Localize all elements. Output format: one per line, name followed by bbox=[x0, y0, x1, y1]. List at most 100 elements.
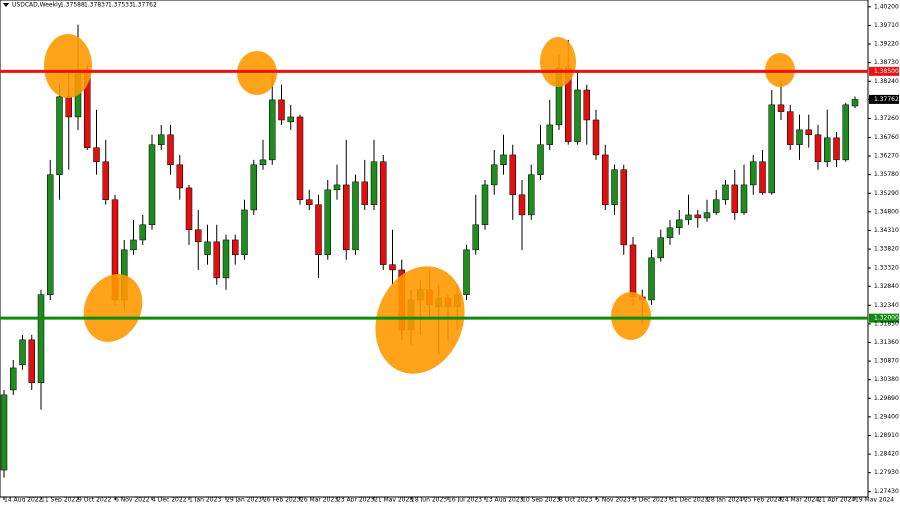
candle-body bbox=[324, 189, 331, 256]
y-tick-label: 1.29890 bbox=[874, 395, 899, 402]
y-tick-label: 1.35290 bbox=[874, 190, 899, 197]
y-tick-label: 1.27430 bbox=[874, 488, 899, 495]
candle-body bbox=[296, 116, 304, 200]
candle-body bbox=[250, 164, 257, 211]
candle-body bbox=[259, 159, 267, 166]
candle-body bbox=[814, 134, 822, 162]
header-value: 1.37837 bbox=[84, 2, 109, 9]
candle-body bbox=[195, 229, 202, 243]
header-value: 1.37533 bbox=[108, 2, 133, 9]
candle-body bbox=[740, 184, 748, 213]
x-tick-label: 31 Dec 2023 bbox=[670, 497, 709, 503]
candle-body bbox=[269, 99, 276, 161]
candle-body bbox=[768, 104, 775, 194]
x-tick-label: 18 Jun 2023 bbox=[411, 497, 447, 503]
y-tick-label: 1.31850 bbox=[874, 320, 899, 327]
highlight bbox=[611, 292, 651, 340]
y-tick-label: 1.29400 bbox=[874, 413, 899, 420]
x-tick-label: 4 Dec 2022 bbox=[152, 497, 187, 503]
x-tick-label: 11 Sep 2022 bbox=[41, 497, 79, 503]
candle-body bbox=[352, 181, 359, 251]
y-tick-label: 1.37260 bbox=[874, 115, 899, 122]
candle-body bbox=[750, 161, 757, 186]
candle-body bbox=[463, 249, 470, 295]
candle-body bbox=[361, 181, 368, 205]
highlight bbox=[375, 266, 465, 374]
candle-body bbox=[380, 161, 387, 265]
candle-body bbox=[148, 144, 156, 226]
candle-body bbox=[56, 96, 63, 175]
y-tick-label: 1.35780 bbox=[874, 171, 899, 178]
highlight bbox=[44, 34, 92, 98]
y-tick-label: 1.32840 bbox=[874, 283, 899, 290]
candle-body bbox=[370, 161, 378, 205]
candle-body bbox=[491, 164, 498, 186]
candle-body bbox=[306, 199, 313, 205]
y-tick-label: 1.38730 bbox=[874, 59, 899, 66]
candle-body bbox=[102, 161, 109, 200]
y-tick-label: 1.33820 bbox=[874, 246, 899, 253]
x-tick-label: 16 Jul 2023 bbox=[448, 497, 482, 503]
candle-body bbox=[842, 104, 849, 161]
x-tick-label: 5 Nov 2023 bbox=[596, 497, 631, 503]
highlight bbox=[540, 37, 576, 87]
candle-body bbox=[232, 239, 239, 256]
candle-body bbox=[509, 154, 516, 196]
y-tick-label: 1.33320 bbox=[874, 265, 899, 272]
candle-body bbox=[787, 111, 794, 145]
x-tick-label: 1 Jan 2023 bbox=[189, 497, 221, 503]
candle-body bbox=[389, 264, 396, 271]
candle-body bbox=[28, 339, 35, 383]
x-tick-label: 10 Sep 2023 bbox=[522, 497, 560, 503]
price-label-box bbox=[869, 313, 899, 323]
price-label: 1.37762 bbox=[874, 96, 899, 103]
candle-body bbox=[620, 169, 627, 246]
candle-body bbox=[204, 241, 211, 256]
y-tick-label: 1.34800 bbox=[874, 208, 899, 215]
candle-body bbox=[796, 129, 803, 145]
x-tick-label: 14 Aug 2022 bbox=[4, 497, 43, 503]
y-tick-label: 1.39220 bbox=[874, 41, 899, 48]
y-tick-label: 1.30870 bbox=[874, 358, 899, 365]
y-tick-label: 1.31360 bbox=[874, 339, 899, 346]
x-tick-label: 26 Mar 2023 bbox=[300, 497, 338, 503]
candle-body bbox=[833, 137, 840, 161]
candle-body bbox=[278, 99, 285, 121]
candle-body bbox=[47, 174, 54, 295]
y-tick-label: 1.30380 bbox=[874, 376, 899, 383]
candle-body bbox=[611, 169, 618, 205]
candle-body bbox=[759, 161, 766, 194]
highlight bbox=[237, 51, 277, 95]
candle-body bbox=[777, 104, 785, 112]
candle-body bbox=[287, 116, 294, 123]
price-label-box bbox=[869, 94, 899, 104]
candle-body bbox=[731, 184, 738, 213]
annotations bbox=[44, 34, 795, 374]
header-value: 1.37762 bbox=[132, 2, 157, 9]
candle-body bbox=[176, 164, 183, 189]
x-tick-label: 21 Apr 2024 bbox=[818, 497, 855, 503]
candle-body bbox=[93, 147, 100, 162]
candle-body bbox=[213, 241, 220, 279]
candle-body bbox=[602, 154, 609, 205]
candle-body bbox=[158, 134, 165, 145]
header-value: 1.37588 bbox=[60, 2, 85, 9]
x-tick-label: 23 Apr 2023 bbox=[337, 497, 374, 503]
candle-body bbox=[10, 367, 17, 391]
highlight bbox=[83, 274, 143, 342]
candle-body bbox=[37, 294, 45, 383]
candle-body bbox=[222, 239, 230, 279]
x-tick-label: 24 Mar 2024 bbox=[781, 497, 819, 503]
plot-frame bbox=[0, 0, 869, 498]
candle-body bbox=[703, 212, 711, 219]
y-tick-label: 1.38240 bbox=[874, 78, 899, 85]
candle-body bbox=[65, 96, 72, 118]
candle-body bbox=[481, 184, 489, 226]
x-tick-label: 9 Oct 2022 bbox=[78, 497, 111, 503]
candle-body bbox=[676, 219, 683, 229]
y-tick-label: 1.36760 bbox=[874, 134, 899, 141]
candle-body bbox=[583, 89, 590, 121]
candle-body bbox=[824, 137, 831, 162]
